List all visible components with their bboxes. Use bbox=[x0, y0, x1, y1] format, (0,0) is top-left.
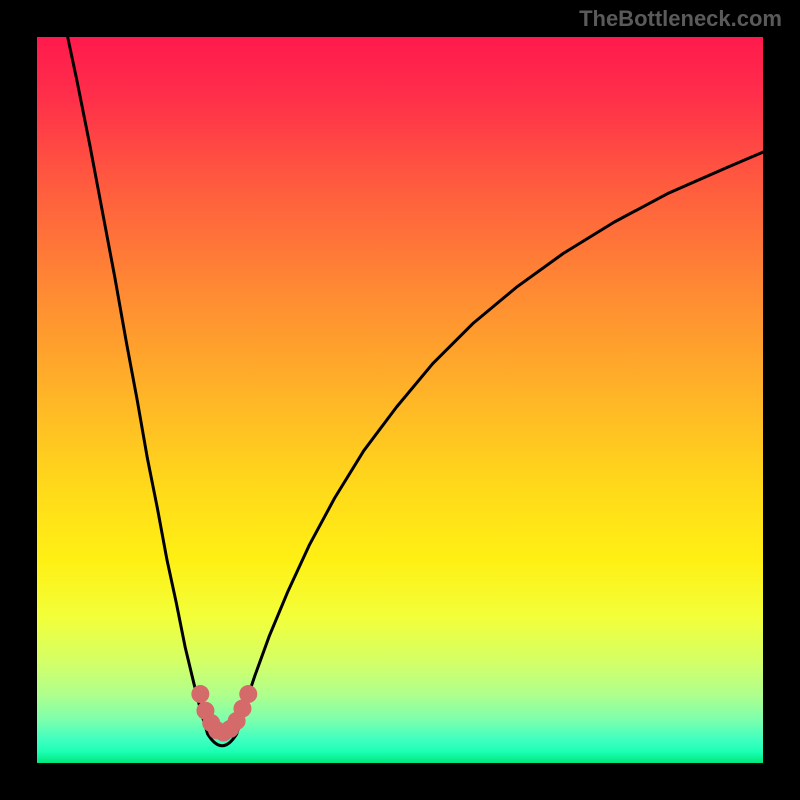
marker-dot bbox=[191, 685, 209, 703]
marker-dot bbox=[239, 685, 257, 703]
marker-trail bbox=[191, 685, 257, 741]
bottleneck-curve bbox=[65, 37, 763, 746]
plot-area bbox=[37, 37, 763, 763]
chart-svg bbox=[37, 37, 763, 763]
watermark-text: TheBottleneck.com bbox=[579, 6, 782, 32]
